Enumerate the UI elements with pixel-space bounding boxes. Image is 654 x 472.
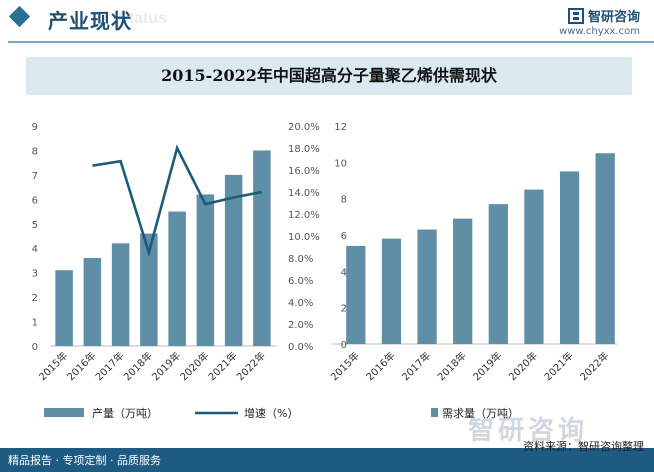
legend-swatch-production: [44, 408, 84, 417]
bar-production: [111, 243, 130, 346]
x-tick-label: 2020年: [177, 349, 211, 383]
source-note: 资料来源：智研咨询整理: [523, 440, 644, 453]
x-tick-label: 2017年: [399, 349, 433, 383]
legend-label-growth: 增速（%）: [244, 406, 298, 420]
left-axis-tick-label: 4: [32, 244, 38, 255]
brand-url: www.chyxx.com: [559, 26, 640, 37]
right-axis-tick-label: 6.0%: [288, 276, 313, 287]
x-tick-label: 2018年: [121, 349, 155, 383]
supply-chart: 0 1 2 3 4 5 6 7 8 9 0.0% 2.0% 4.0% 6.0% 8.0% 10.0% 12.0%…: [32, 122, 320, 420]
bar-production: [253, 150, 271, 346]
right-axis-tick-label: 18.0%: [288, 144, 320, 155]
legend-label-demand: 需求量（万吨）: [442, 407, 519, 420]
x-tick-label: 2015年: [328, 349, 362, 383]
y-axis-tick-label: 8: [341, 195, 347, 206]
header-bg-word: Status: [118, 10, 167, 27]
bar-demand: [595, 153, 615, 344]
right-axis-tick-label: 2.0%: [288, 320, 313, 331]
x-tick-label: 2020年: [506, 349, 540, 383]
y-axis-tick-label: 2: [341, 304, 347, 315]
x-tick-label: 2019年: [470, 349, 504, 383]
right-axis-tick-label: 10.0%: [288, 232, 320, 243]
x-tick-label: 2022年: [234, 349, 268, 383]
bar-demand: [524, 189, 544, 344]
footer-bar: 精品报告 · 专项定制 · 品质服务: [0, 448, 654, 472]
section-title: 产业现状: [48, 9, 132, 33]
x-tick-label: 2015年: [36, 349, 70, 383]
bar-demand: [453, 218, 473, 344]
right-axis-tick-label: 0.0%: [288, 342, 313, 353]
x-tick-label: 2021年: [541, 349, 575, 383]
header-divider: [8, 41, 654, 43]
bar-production: [168, 211, 186, 346]
left-axis-tick-label: 9: [32, 122, 38, 133]
y-axis-tick-label: 0: [341, 340, 347, 351]
chart-title: 2015-2022年中国超高分子量聚乙烯供需现状: [161, 66, 497, 85]
left-axis-tick-label: 3: [32, 269, 38, 280]
right-axis-tick-label: 12.0%: [288, 210, 320, 221]
y-axis-tick-label: 10: [334, 158, 347, 169]
x-tick-label: 2018年: [435, 349, 469, 383]
x-tick-label: 2021年: [205, 349, 239, 383]
bar-demand: [488, 204, 508, 344]
y-axis-tick-label: 6: [341, 231, 347, 242]
left-axis-tick-label: 0: [32, 342, 38, 353]
y-axis-tick-label: 12: [334, 122, 347, 133]
left-axis-tick-label: 8: [32, 146, 38, 157]
brand-logo-icon: [567, 7, 584, 24]
left-axis-tick-label: 1: [32, 318, 38, 329]
bar-production: [224, 174, 243, 346]
bar-demand: [559, 171, 580, 344]
left-axis-tick-label: 6: [32, 195, 38, 206]
bar-production: [140, 233, 158, 346]
footer-slogan: 精品报告 · 专项定制 · 品质服务: [8, 454, 161, 467]
left-axis-tick-label: 7: [32, 171, 38, 182]
page-header: Status 产业现状 智研咨询 www.chyxx.com: [0, 0, 654, 40]
watermark-brand: 智研咨询: [468, 416, 589, 446]
right-axis-tick-label: 4.0%: [288, 298, 313, 309]
y-axis-tick-label: 4: [341, 267, 347, 278]
right-axis-tick-label: 14.0%: [288, 188, 320, 199]
right-axis-tick-label: 16.0%: [288, 166, 320, 177]
legend-label-production: 产量（万吨）: [92, 406, 158, 420]
right-axis-tick-label: 8.0%: [288, 254, 313, 265]
diamond-icon: [8, 5, 31, 28]
x-tick-label: 2019年: [149, 349, 183, 383]
bar-demand: [381, 238, 402, 344]
left-axis-tick-label: 5: [32, 220, 38, 231]
x-tick-label: 2016年: [363, 349, 397, 383]
x-tick-label: 2022年: [577, 349, 611, 383]
brand-logo: 智研咨询 www.chyxx.com: [559, 6, 640, 37]
x-tick-label: 2016年: [64, 349, 98, 383]
x-tick-label: 2017年: [92, 349, 126, 383]
bar-production: [83, 258, 102, 346]
bar-demand: [346, 245, 366, 344]
bar-production: [55, 270, 73, 346]
growth-rate-line: [92, 144, 263, 258]
left-axis-tick-label: 2: [32, 293, 38, 304]
right-axis-tick-label: 20.0%: [288, 122, 320, 133]
brand-name: 智研咨询: [587, 10, 640, 25]
title-band: [26, 57, 632, 95]
legend-swatch-demand: [431, 408, 438, 417]
bar-production: [196, 194, 215, 346]
bar-demand: [417, 229, 437, 344]
